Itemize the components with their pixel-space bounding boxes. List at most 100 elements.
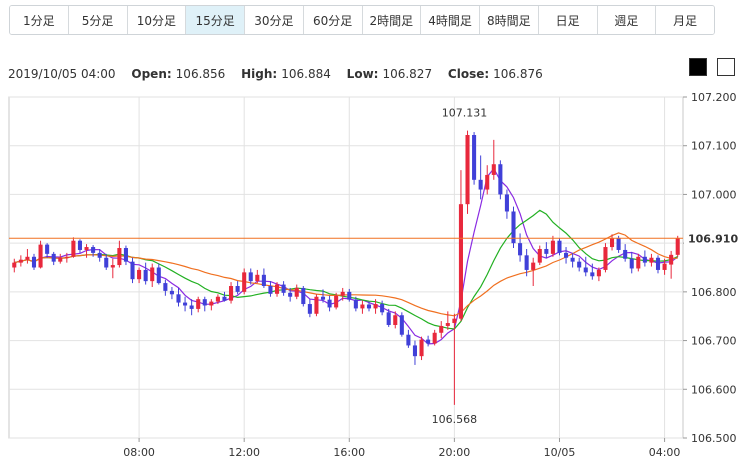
candle-body: [386, 312, 391, 325]
tab-timeframe[interactable]: 日足: [538, 6, 598, 34]
candle-body: [281, 284, 286, 293]
tab-timeframe[interactable]: 4時間足: [421, 6, 480, 34]
candle: [531, 257, 536, 287]
candle-body: [143, 269, 148, 282]
current-price-label-bg: [684, 229, 744, 248]
tab-timeframe[interactable]: 1分足: [10, 6, 69, 34]
candle: [45, 243, 50, 258]
candle-body: [590, 272, 595, 277]
tab-timeframe[interactable]: 月足: [656, 6, 714, 34]
tab-timeframe[interactable]: 2時間足: [362, 6, 422, 34]
candle-body: [662, 263, 667, 270]
candle: [176, 287, 181, 307]
candle: [123, 245, 128, 266]
candle-body: [360, 304, 365, 309]
candle-body: [137, 269, 142, 280]
x-tick-label: 04:00: [649, 446, 681, 459]
candle-body: [314, 296, 319, 314]
candle-body: [274, 284, 280, 294]
candle-body: [307, 304, 312, 314]
candle: [636, 253, 641, 272]
candle: [143, 262, 148, 285]
y-tick-label: 107.200: [691, 91, 737, 104]
candle: [320, 289, 326, 303]
candle-body: [465, 134, 470, 205]
candle-body: [557, 240, 562, 253]
candle-body: [84, 247, 89, 250]
y-tick-label: 107.000: [691, 188, 737, 201]
candle: [452, 313, 457, 405]
candle-body: [209, 301, 214, 306]
candle-body: [504, 194, 509, 212]
candle-body: [478, 179, 483, 190]
y-tick-label: 106.500: [691, 432, 737, 445]
candle-body: [301, 287, 306, 305]
candle: [583, 256, 588, 277]
candle-body: [189, 305, 194, 309]
tab-timeframe[interactable]: 30分足: [245, 6, 304, 34]
candle: [281, 281, 286, 296]
y-tick-label: 106.800: [691, 286, 737, 299]
candle: [301, 286, 306, 307]
candle: [498, 160, 503, 200]
light-theme-button[interactable]: [717, 58, 735, 76]
candle-body: [373, 304, 378, 309]
close-value: 106.876: [493, 67, 543, 81]
candle-body: [629, 258, 634, 269]
ohlc-datetime: 2019/10/05 04:00: [8, 67, 116, 81]
candle-body: [248, 272, 253, 282]
candle-body: [347, 291, 352, 300]
dark-theme-button[interactable]: [689, 58, 707, 76]
candle: [642, 250, 647, 267]
candle: [71, 237, 76, 258]
candle-body: [537, 248, 542, 263]
candle-body: [564, 252, 569, 258]
candle: [58, 253, 63, 264]
low-value: 106.827: [382, 67, 433, 81]
candle: [504, 189, 509, 219]
tab-timeframe[interactable]: 10分足: [127, 6, 187, 34]
x-tick-label: 16:00: [333, 446, 365, 459]
candle: [629, 251, 634, 274]
candle: [110, 258, 115, 279]
candle: [163, 279, 168, 296]
candle: [662, 258, 667, 275]
candle: [478, 155, 483, 200]
tab-timeframe[interactable]: 60分足: [303, 6, 363, 34]
candle: [347, 288, 352, 302]
candle-body: [491, 164, 496, 175]
candle: [485, 165, 490, 195]
candle: [18, 255, 23, 267]
tab-timeframe[interactable]: 5分足: [68, 6, 128, 34]
candle: [248, 268, 253, 285]
candle: [314, 294, 319, 317]
tab-timeframe[interactable]: 15分足: [186, 6, 245, 34]
candle-body: [31, 256, 37, 268]
candle-body: [222, 296, 227, 301]
candle-body: [77, 240, 83, 250]
candle-body: [229, 286, 234, 301]
candle-body: [104, 257, 109, 268]
candle-body: [472, 134, 477, 180]
candle-body: [609, 238, 615, 248]
candle-body: [419, 339, 424, 357]
tab-timeframe[interactable]: 8時間足: [480, 6, 539, 34]
high-value: 106.884: [281, 67, 331, 81]
candle: [649, 253, 654, 267]
candle: [432, 329, 437, 346]
candle: [25, 248, 30, 264]
candle-body: [196, 299, 201, 309]
candle-body: [294, 287, 299, 297]
candle-body: [412, 345, 418, 357]
candle: [235, 281, 240, 295]
candle: [51, 251, 56, 266]
candle: [196, 296, 201, 313]
tab-timeframe[interactable]: 週足: [597, 6, 657, 34]
candle-body: [235, 286, 240, 292]
candle-body: [366, 304, 372, 309]
candle-body: [97, 252, 102, 258]
candle-body: [583, 267, 588, 273]
candle: [222, 291, 227, 302]
candle: [104, 253, 109, 270]
candle: [64, 252, 69, 263]
